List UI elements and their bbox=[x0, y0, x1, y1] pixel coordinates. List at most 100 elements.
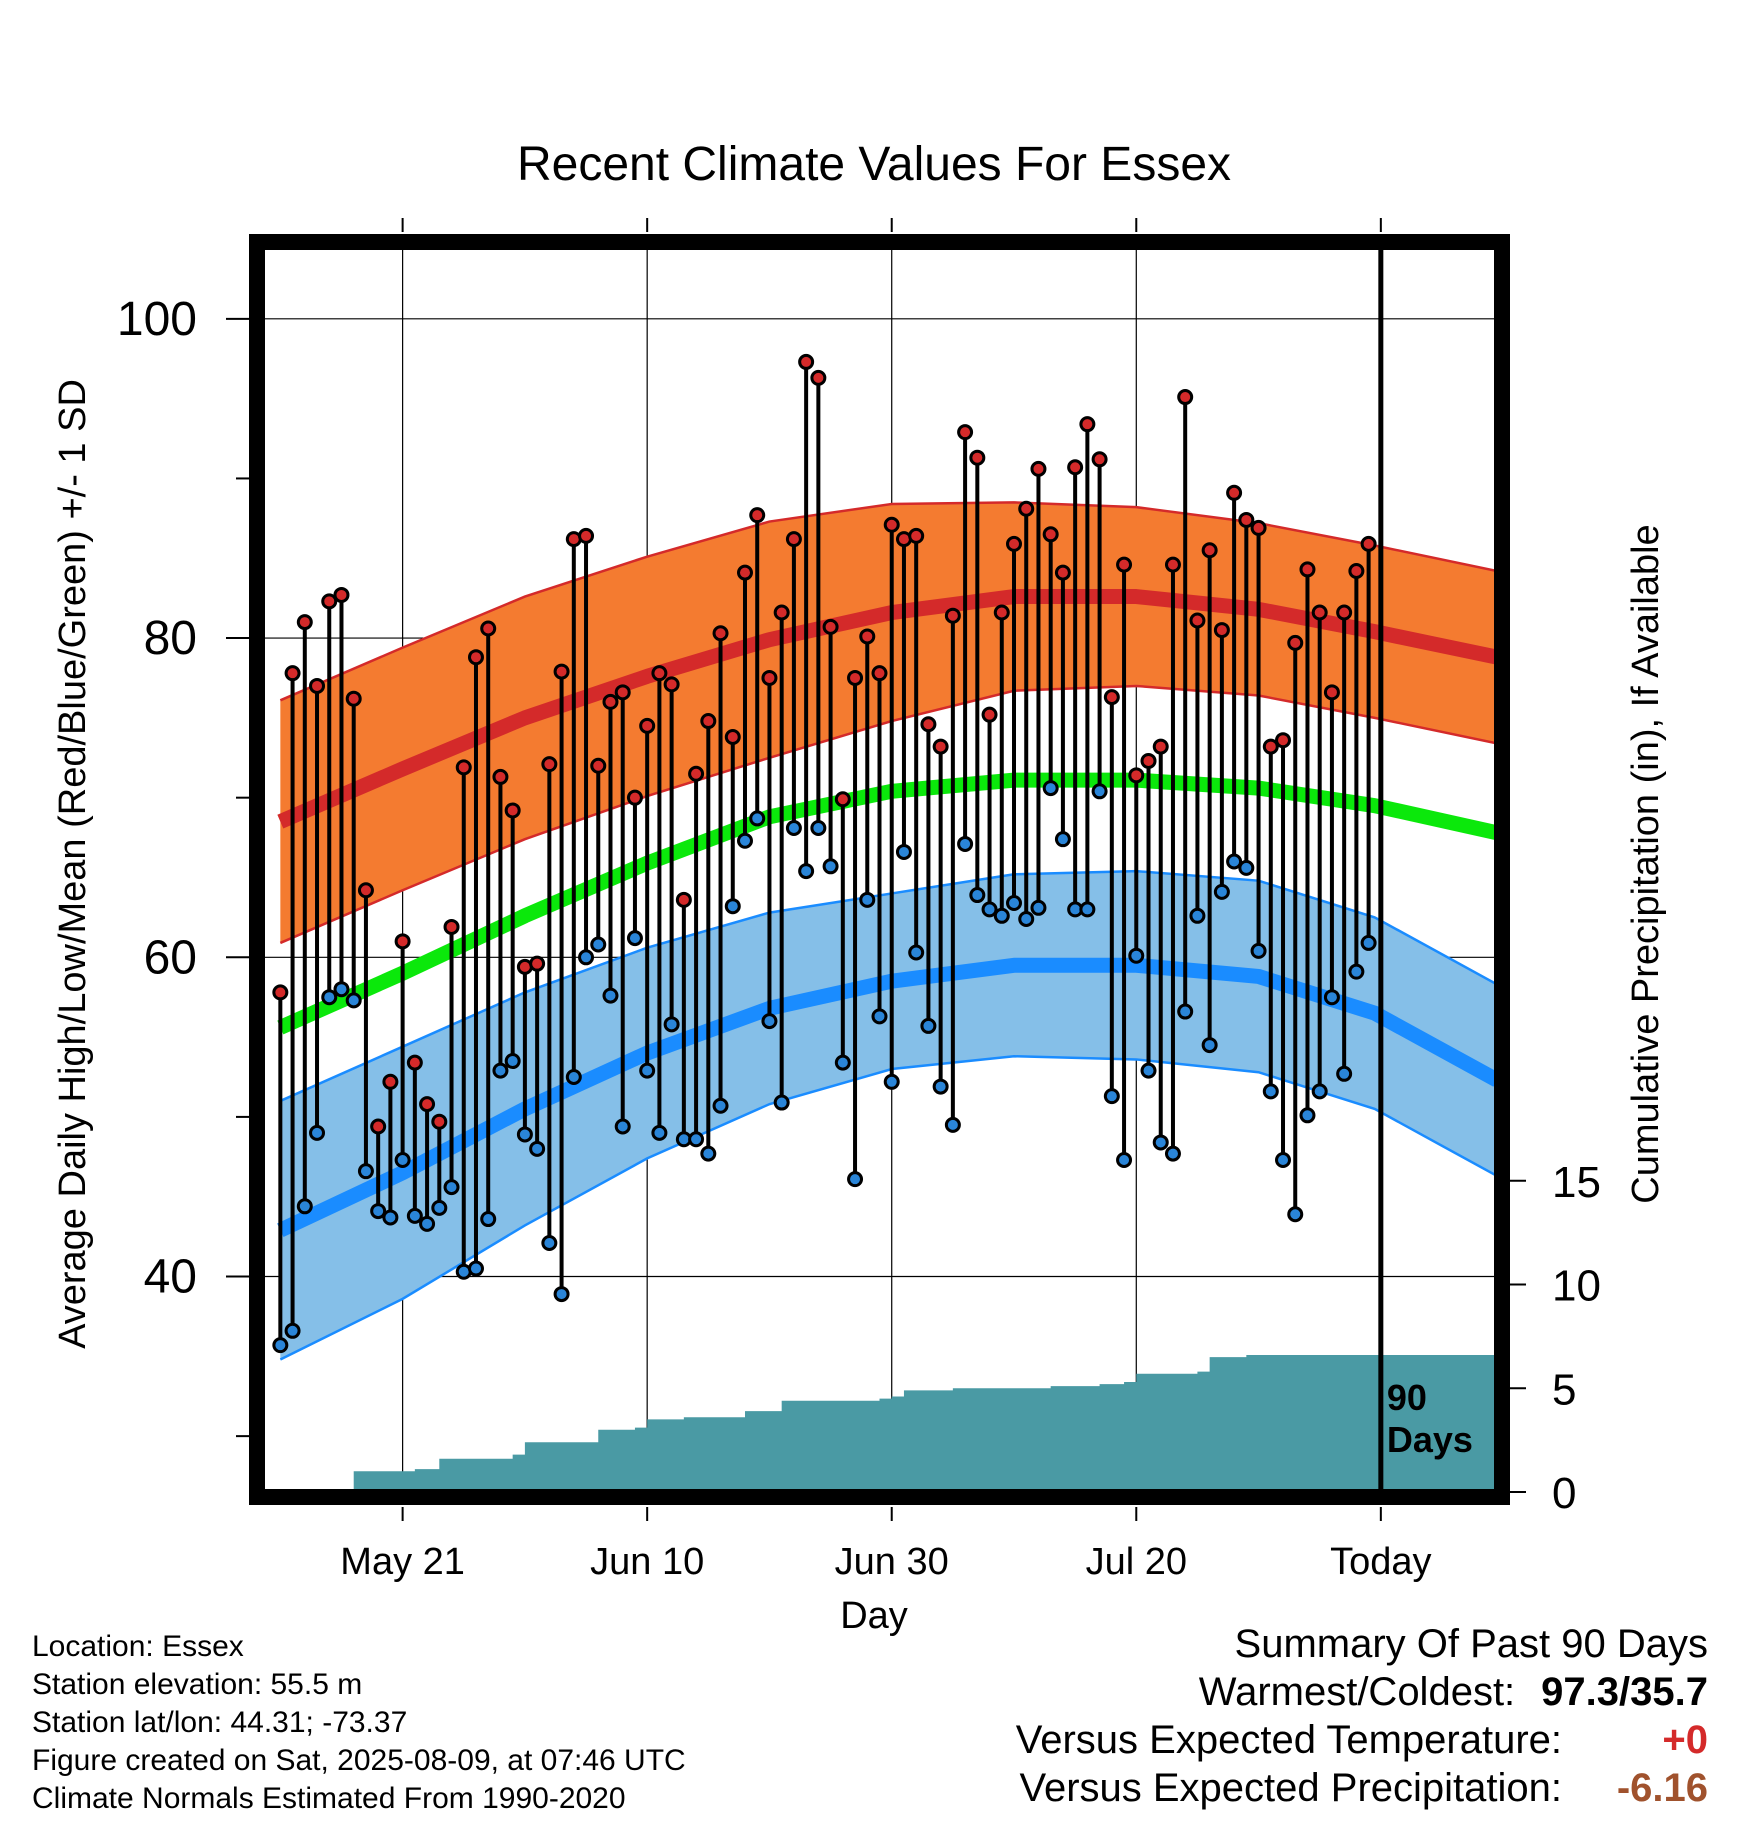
daily-low-point bbox=[1018, 910, 1035, 927]
daily-low-point bbox=[1128, 947, 1145, 964]
daily-low-point bbox=[614, 1118, 631, 1135]
summary-title: Summary Of Past 90 Days bbox=[1234, 1622, 1708, 1666]
x-tick-label: Jul 20 bbox=[1086, 1541, 1187, 1583]
daily-low-point bbox=[1250, 942, 1267, 959]
location-text: Location: Essex bbox=[32, 1630, 244, 1663]
daily-low-point bbox=[284, 1322, 301, 1339]
daily-high-point bbox=[1323, 684, 1340, 701]
temp-vs-expected-label: Versus Expected Temperature: bbox=[1015, 1718, 1562, 1762]
daily-low-point bbox=[859, 891, 876, 908]
daily-low-point bbox=[847, 1171, 864, 1188]
daily-high-point bbox=[455, 759, 472, 776]
daily-high-point bbox=[345, 690, 362, 707]
daily-high-point bbox=[480, 620, 497, 637]
daily-low-point bbox=[419, 1215, 436, 1232]
daily-high-point bbox=[284, 665, 301, 682]
daily-high-point bbox=[1067, 459, 1084, 476]
daily-high-point bbox=[736, 564, 753, 581]
daily-high-point bbox=[969, 449, 986, 466]
daily-high-point bbox=[798, 353, 815, 370]
daily-high-point bbox=[908, 527, 925, 544]
daily-high-point bbox=[1079, 416, 1096, 433]
daily-low-point bbox=[1323, 989, 1340, 1006]
daily-high-point bbox=[541, 756, 558, 773]
daily-low-point bbox=[957, 835, 974, 852]
daily-high-point bbox=[333, 586, 350, 603]
daily-high-point bbox=[871, 665, 888, 682]
today-marker-label: Days bbox=[1387, 1419, 1473, 1460]
daily-low-point bbox=[1091, 783, 1108, 800]
daily-high-point bbox=[932, 738, 949, 755]
daily-low-point bbox=[309, 1124, 326, 1141]
daily-high-point bbox=[1091, 451, 1108, 468]
daily-low-point bbox=[333, 981, 350, 998]
daily-high-point bbox=[1275, 732, 1292, 749]
daily-low-point bbox=[1140, 1062, 1157, 1079]
precip-area bbox=[280, 1355, 1497, 1492]
daily-low-point bbox=[761, 1013, 778, 1030]
x-tick-label: Jun 10 bbox=[590, 1541, 704, 1583]
daily-low-point bbox=[565, 1069, 582, 1085]
daily-high-point bbox=[1348, 563, 1365, 580]
daily-low-point bbox=[504, 1053, 521, 1070]
daily-low-point bbox=[1336, 1065, 1353, 1082]
daily-low-point bbox=[382, 1209, 399, 1226]
daily-low-point bbox=[1103, 1088, 1120, 1105]
daily-high-point bbox=[1262, 738, 1279, 755]
daily-high-point bbox=[1213, 622, 1230, 639]
daily-high-point bbox=[1238, 511, 1255, 528]
daily-low-point bbox=[920, 1017, 937, 1034]
summary-panel: Summary Of Past 90 Days Warmest/Coldest:… bbox=[1016, 1620, 1708, 1812]
daily-high-point bbox=[1311, 604, 1328, 621]
daily-high-point bbox=[1103, 689, 1120, 706]
y2-tick-label: 10 bbox=[1552, 1262, 1601, 1311]
daily-low-point bbox=[639, 1062, 656, 1079]
daily-high-point bbox=[467, 649, 484, 666]
daily-high-point bbox=[1189, 612, 1206, 629]
daily-low-point bbox=[1042, 780, 1059, 797]
daily-low-point bbox=[541, 1235, 558, 1251]
daily-high-point bbox=[492, 768, 509, 785]
daily-low-point bbox=[932, 1078, 949, 1095]
daily-high-point bbox=[712, 625, 729, 642]
daily-high-point bbox=[529, 955, 546, 972]
daily-high-point bbox=[272, 984, 289, 1001]
daily-low-point bbox=[1213, 883, 1230, 900]
daily-high-point bbox=[626, 789, 643, 806]
daily-high-point bbox=[602, 693, 619, 710]
daily-low-point bbox=[1030, 899, 1047, 916]
daily-low-point bbox=[602, 987, 619, 1004]
daily-high-point bbox=[1006, 535, 1023, 552]
y-tick-label: 40 bbox=[144, 1251, 197, 1304]
daily-high-point bbox=[321, 593, 338, 610]
daily-low-point bbox=[1311, 1083, 1328, 1100]
daily-low-point bbox=[712, 1097, 729, 1114]
daily-low-point bbox=[357, 1163, 374, 1180]
y-tick-label: 60 bbox=[144, 931, 197, 984]
daily-high-point bbox=[1299, 561, 1316, 578]
daily-high-point bbox=[920, 716, 937, 733]
y-axis-label: Average Daily High/Low/Mean (Red/Blue/Gr… bbox=[52, 379, 94, 1349]
daily-high-point bbox=[981, 706, 998, 723]
daily-high-point bbox=[419, 1096, 436, 1113]
daily-high-point bbox=[810, 369, 827, 386]
daily-low-point bbox=[944, 1116, 961, 1133]
daily-high-point bbox=[1360, 535, 1377, 552]
daily-low-point bbox=[529, 1140, 546, 1157]
daily-low-point bbox=[749, 810, 766, 827]
daily-low-point bbox=[296, 1198, 313, 1215]
precip-vs-expected-value: -6.16 bbox=[1616, 1766, 1708, 1810]
daily-high-point bbox=[761, 669, 778, 686]
daily-low-point bbox=[1079, 901, 1096, 918]
latlon-text: Station lat/lon: 44.31; -73.37 bbox=[32, 1706, 408, 1739]
daily-low-point bbox=[908, 944, 925, 961]
daily-high-point bbox=[724, 729, 741, 746]
daily-high-point bbox=[1226, 484, 1243, 501]
normal-low-band bbox=[280, 871, 1497, 1360]
daily-high-point bbox=[1201, 542, 1218, 559]
daily-low-point bbox=[871, 1008, 888, 1025]
daily-high-point bbox=[749, 507, 766, 524]
daily-low-point bbox=[1287, 1206, 1304, 1223]
